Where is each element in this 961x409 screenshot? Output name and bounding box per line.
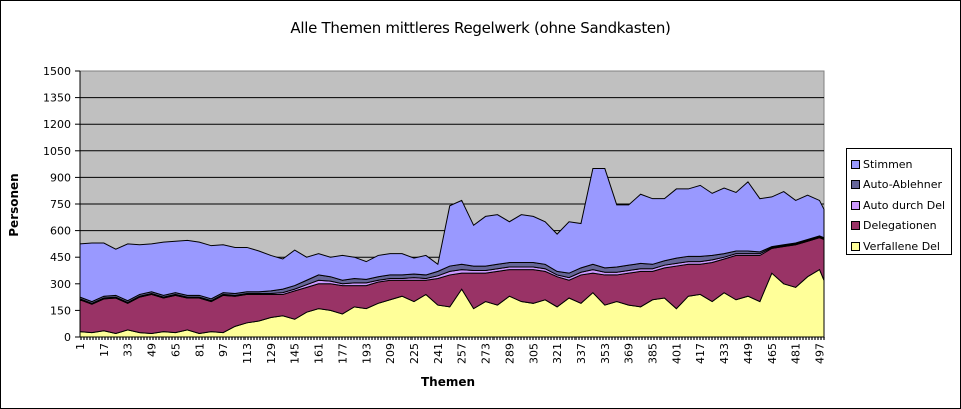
y-tick-label: 600 [50, 225, 71, 238]
y-tick-label: 450 [50, 251, 71, 264]
x-tick-label: 145 [289, 343, 302, 364]
x-tick-label: 225 [408, 343, 421, 364]
x-tick-label: 353 [599, 343, 612, 364]
x-axis: 1 17 33 49 65 81 97 113 129 145 161 177 193 209 225 241… [74, 336, 827, 364]
x-tick-label: 401 [670, 343, 683, 364]
legend-swatch-icon [851, 180, 860, 190]
x-tick-label: 209 [384, 343, 397, 364]
y-tick-label: 900 [50, 171, 71, 184]
y-tick-label: 150 [50, 304, 71, 317]
x-axis-label: Themen [420, 375, 476, 389]
x-tick-label: 305 [527, 343, 540, 364]
x-tick-label: 33 [122, 343, 135, 357]
x-tick-label: 49 [146, 343, 159, 357]
legend-swatch-icon [851, 241, 860, 251]
x-tick-label: 465 [766, 343, 779, 364]
x-tick-label: 113 [241, 343, 254, 364]
x-tick-label: 65 [169, 343, 182, 357]
legend-item-stimmen: Stimmen [851, 154, 951, 175]
legend-item-delegationen: Delegationen [851, 216, 951, 237]
x-tick-label: 273 [480, 343, 493, 364]
x-tick-label: 497 [814, 343, 827, 364]
x-tick-label: 177 [336, 343, 349, 364]
x-tick-label: 161 [313, 343, 326, 364]
y-tick-label: 300 [50, 278, 71, 291]
legend: Stimmen Auto-Ablehner Auto durch Del Del… [846, 148, 952, 255]
legend-label: Verfallene Del [863, 239, 940, 253]
legend-swatch-icon [851, 200, 860, 210]
y-tick-label: 0 [64, 331, 71, 344]
chart-title: Alle Themen mittleres Regelwerk (ohne Sa… [290, 19, 671, 37]
y-tick-label: 1050 [43, 145, 71, 158]
x-tick-label: 289 [503, 343, 516, 364]
y-tick-label: 1500 [43, 65, 71, 78]
legend-item-verfallene-del: Verfallene Del [851, 236, 951, 257]
legend-label: Stimmen [863, 157, 913, 171]
x-tick-label: 193 [360, 343, 373, 364]
x-tick-label: 337 [575, 343, 588, 364]
legend-label: Delegationen [863, 219, 937, 233]
legend-swatch-icon [851, 159, 860, 169]
y-tick-label: 1200 [43, 118, 71, 131]
x-tick-label: 417 [694, 343, 707, 364]
series-areas [79, 168, 825, 338]
legend-label: Auto-Ablehner [863, 178, 943, 192]
x-tick-label: 81 [193, 343, 206, 357]
x-tick-label: 433 [718, 343, 731, 364]
legend-item-auto-durch-del: Auto durch Del [851, 195, 951, 216]
x-tick-label: 129 [265, 343, 278, 364]
legend-item-auto-ablehner: Auto-Ablehner [851, 175, 951, 196]
legend-swatch-icon [851, 221, 860, 231]
y-tick-label: 1350 [43, 92, 71, 105]
x-tick-label: 1 [74, 343, 87, 350]
legend-label: Auto durch Del [863, 198, 946, 212]
x-tick-label: 17 [98, 343, 111, 357]
x-tick-label: 257 [456, 343, 469, 364]
x-tick-label: 385 [647, 343, 660, 364]
y-tick-label: 750 [50, 198, 71, 211]
x-tick-label: 481 [790, 343, 803, 364]
x-tick-label: 241 [432, 343, 445, 364]
y-axis: 0 150 300 450 600 750 900 1050 1200 1350 1500 [43, 65, 81, 344]
x-tick-label: 97 [217, 343, 230, 357]
x-tick-label: 369 [623, 343, 636, 364]
x-tick-label: 321 [551, 343, 564, 364]
area-stimmen [79, 168, 825, 303]
x-tick-label: 449 [742, 343, 755, 364]
